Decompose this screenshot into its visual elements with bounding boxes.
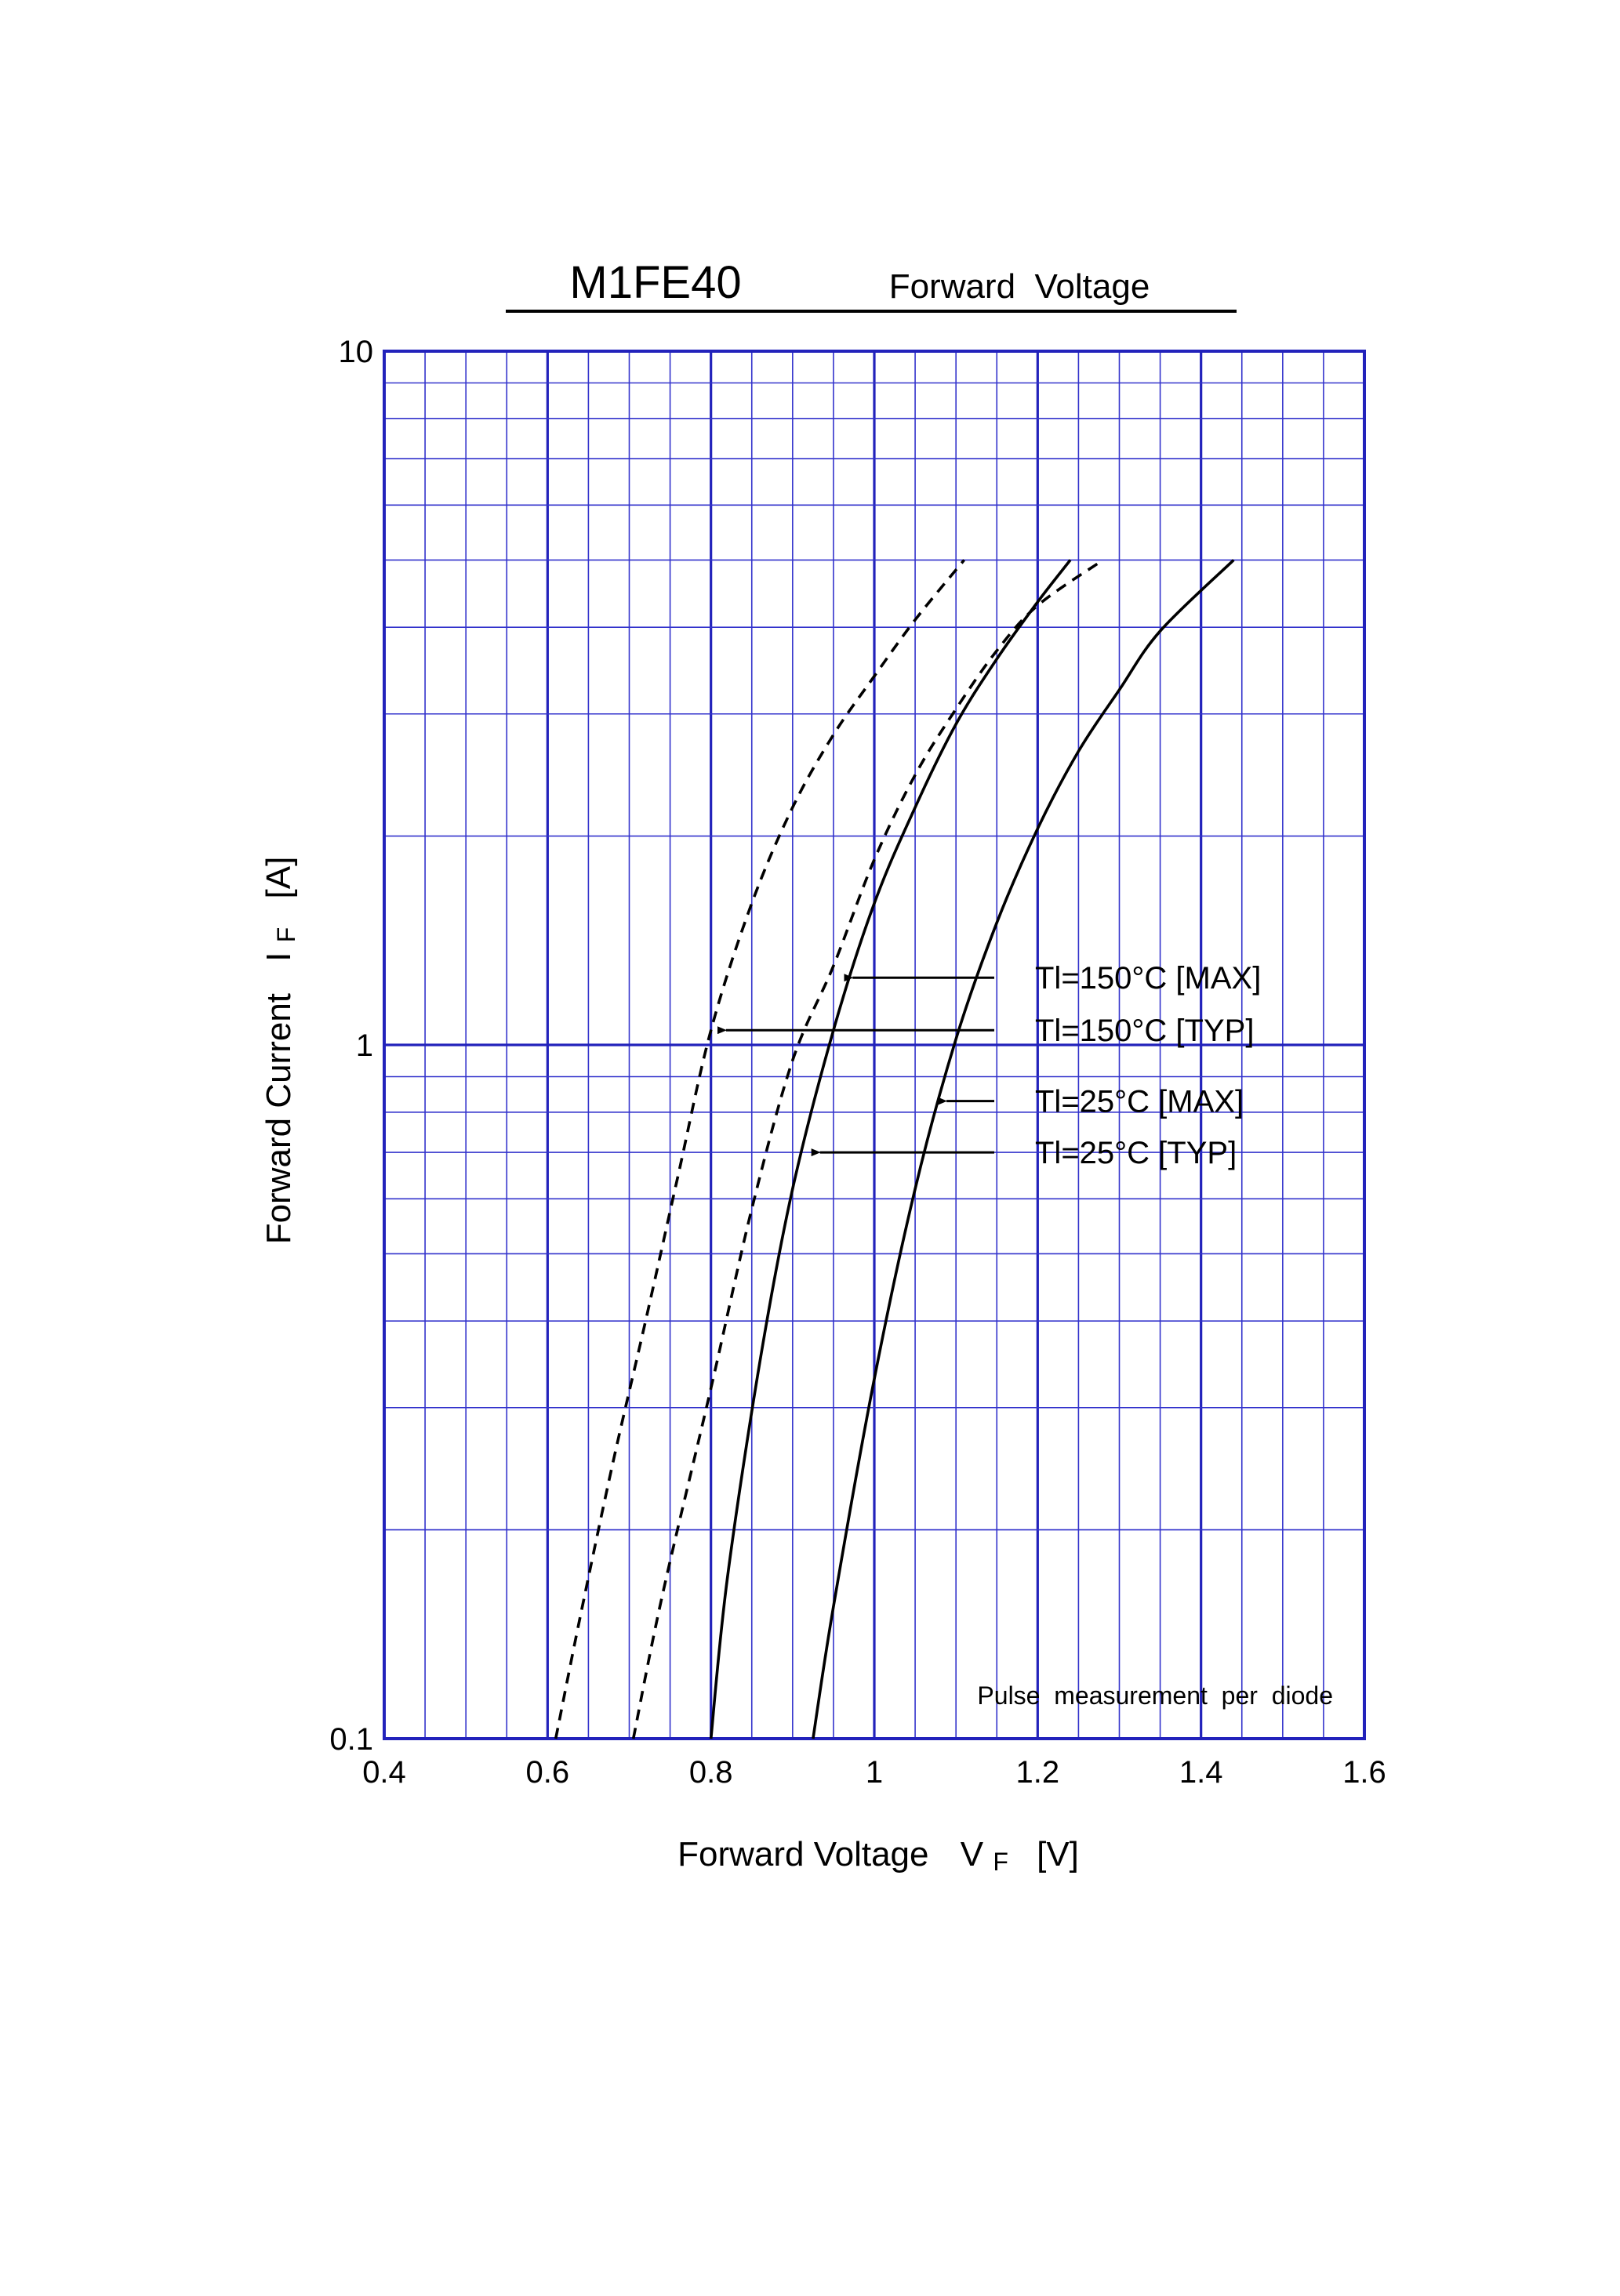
y-tick-label: 1: [356, 1028, 373, 1063]
chart-title-text: Forward Voltage: [889, 267, 1150, 306]
x-tick-label: 0.4: [362, 1755, 406, 1790]
x-tick-label: 0.8: [689, 1755, 733, 1790]
series-line-tl-150-c-typ: [554, 559, 965, 1739]
x-tick-label: 1: [866, 1755, 883, 1790]
annotations: Tl=150°C [MAX] Tl=150°C [TYP] Tl=25°C [MAX…: [717, 961, 1261, 1170]
y-axis-title: Forward Current I F [A]: [260, 857, 303, 1245]
x-tick-label: 1.6: [1342, 1755, 1386, 1790]
annotation-label: Tl=25°C [TYP]: [1035, 1136, 1237, 1170]
y-axis-label-text: Forward Current: [260, 993, 298, 1244]
annotation-label: Tl=150°C [MAX]: [1035, 961, 1261, 996]
plot-frame: [383, 350, 1366, 1740]
series-line-tl-25-c-max: [812, 559, 1235, 1739]
series-lines: [554, 558, 1235, 1739]
chart-title-model: M1FE40: [569, 257, 741, 308]
x-tick-label: 0.6: [526, 1755, 570, 1790]
x-axis-title: Forward Voltage V F [V]: [677, 1835, 1079, 1878]
y-axis-symbol: I: [260, 952, 298, 962]
x-axis-label-text: Forward Voltage: [677, 1835, 928, 1873]
annotation-label: Tl=25°C [MAX]: [1035, 1085, 1244, 1119]
series-line-tl-150-c-max: [631, 558, 1104, 1739]
y-tick-label: 10: [339, 335, 374, 369]
tick-labels: 0.4 0.6 0.8 1 1.2 1.4 1.6 0.1 1 10: [329, 335, 1386, 1790]
x-axis-subscript: F: [993, 1848, 1008, 1876]
x-axis-symbol: V: [961, 1835, 984, 1873]
x-tick-label: 1.4: [1179, 1755, 1223, 1790]
x-tick-label: 1.2: [1016, 1755, 1060, 1790]
grid: [383, 350, 1366, 1740]
y-axis-subscript: F: [272, 927, 300, 943]
x-axis-unit: [V]: [1037, 1835, 1079, 1873]
series-line-tl-25-c-typ: [709, 559, 1072, 1739]
annotation-label: Tl=150°C [TYP]: [1035, 1014, 1254, 1048]
y-axis-unit: [A]: [260, 857, 298, 899]
y-tick-label: 0.1: [329, 1722, 373, 1757]
measurement-note: Pulse measurement per diode: [977, 1681, 1333, 1710]
